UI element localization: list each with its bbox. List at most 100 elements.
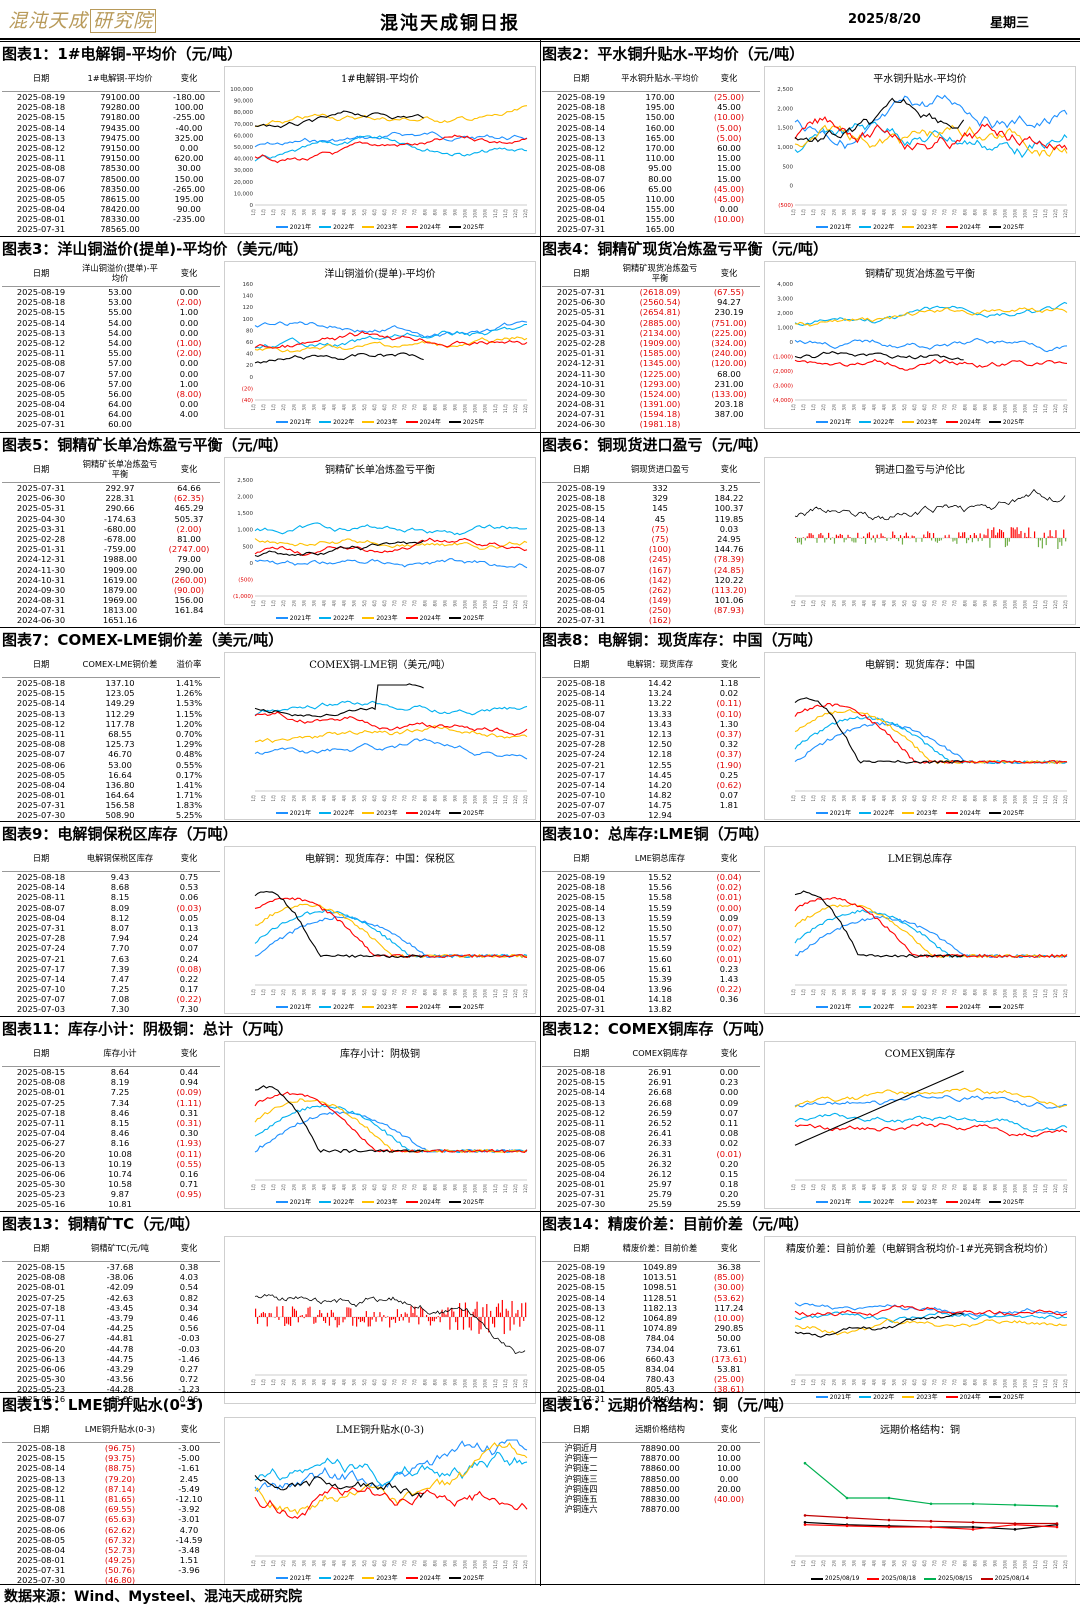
table-cell: 2025-07-31 bbox=[556, 287, 606, 297]
table-row: 2025-07-31 60.00 bbox=[2, 419, 220, 429]
series-line bbox=[794, 337, 1068, 353]
series-line bbox=[794, 94, 1068, 150]
legend-item: 2025年 bbox=[988, 222, 1024, 231]
x-tick-label: 10月 bbox=[483, 1560, 488, 1569]
table-cell: 2025-08-18 bbox=[556, 1272, 606, 1283]
series-line bbox=[254, 336, 528, 353]
bar bbox=[391, 1317, 393, 1320]
table-row: 2025-07-31 (162) bbox=[542, 615, 760, 625]
x-tick-label: 4月 bbox=[882, 795, 887, 802]
x-tick-label: 11月 bbox=[503, 1184, 508, 1193]
x-tick-label: 4月 bbox=[322, 600, 327, 607]
x-tick-label: 3月 bbox=[301, 600, 306, 607]
x-tick-label: 3月 bbox=[311, 1560, 316, 1567]
chart-panel-5: 图表5：铜精矿长单冶炼盈亏平衡（元/吨） 日期 铜精矿长单冶炼盈亏平衡 变化 2025-… bbox=[0, 433, 540, 628]
table-cell: 2025-07-24 bbox=[16, 943, 66, 954]
x-tick-label: 10月 bbox=[1023, 1560, 1028, 1569]
panel-title: 图表3：洋山铜溢价(提单)-平均价（美元/吨） bbox=[2, 240, 308, 258]
x-tick-label: 10月 bbox=[473, 209, 478, 218]
table-cell: 2025-07-14 bbox=[16, 973, 66, 984]
table-row: 2025-06-27 -44.81 -0.03 bbox=[2, 1333, 220, 1343]
legend-item: 2022年 bbox=[859, 1392, 894, 1401]
table-cell: 26.59 bbox=[648, 1107, 672, 1118]
x-tick-label: 1月 bbox=[801, 989, 806, 996]
bar bbox=[309, 1306, 311, 1317]
series-line bbox=[254, 909, 528, 959]
x-tick-label: 5月 bbox=[902, 1184, 907, 1191]
table-cell: (10.00) bbox=[713, 1312, 745, 1323]
x-tick-label: 9月 bbox=[982, 404, 987, 411]
bar bbox=[402, 1317, 404, 1321]
table-row: 2025-08-18 14.42 1.18 bbox=[542, 678, 760, 688]
x-tick-label: 6月 bbox=[372, 404, 377, 411]
table-row: 2025-05-16 10.81 bbox=[2, 1199, 220, 1209]
x-tick-label: 8月 bbox=[422, 1184, 427, 1191]
bar bbox=[410, 1306, 412, 1317]
bar bbox=[497, 1303, 500, 1317]
table-cell: 2025-07-31 bbox=[16, 224, 66, 235]
table-cell: 0.17 bbox=[179, 984, 199, 995]
table-cell: 100.00 bbox=[174, 102, 204, 113]
table-cell: 2025-01-31 bbox=[16, 544, 66, 555]
table-header: 日期 COMEX-LME铜价差 溢价率 bbox=[2, 650, 220, 678]
table-cell: (78.39) bbox=[713, 554, 745, 565]
table-row: 2025-08-14 (88.75) -1.61 bbox=[2, 1463, 220, 1473]
table-cell: 68.00 bbox=[717, 368, 741, 379]
bar bbox=[876, 534, 878, 538]
table-row: 2025-08-15 55.00 1.00 bbox=[2, 307, 220, 317]
table-cell: (245) bbox=[648, 554, 672, 565]
table-row: 2025-08-18 137.10 1.41% bbox=[2, 678, 220, 688]
bar bbox=[934, 538, 937, 542]
table-row: 2025-02-28 -678.00 81.00 bbox=[2, 534, 220, 544]
bar bbox=[967, 538, 970, 541]
panel-title: 图表5：铜精矿长单冶炼盈亏平衡（元/吨） bbox=[2, 436, 288, 454]
x-tick-label: 1月 bbox=[271, 1184, 276, 1191]
x-tick-label: 6月 bbox=[912, 989, 917, 996]
x-tick-label: 11月 bbox=[493, 1184, 498, 1193]
table-cell: 15.59 bbox=[648, 912, 672, 923]
series-point bbox=[887, 1518, 891, 1522]
x-tick-label: 10月 bbox=[473, 404, 478, 413]
table-row: 2025-08-05 (67.32) -14.59 bbox=[2, 1535, 220, 1545]
table-cell: 0.09 bbox=[719, 912, 739, 923]
chart-legend: 2021年 2022年 2023年 2024年 2025年 bbox=[225, 417, 535, 426]
bar bbox=[874, 538, 876, 543]
table-cell: 1988.00 bbox=[102, 554, 138, 565]
table-row: 2025-08-13 1182.13 117.24 bbox=[542, 1303, 760, 1313]
x-tick-label: 9月 bbox=[452, 1184, 457, 1191]
x-tick-label: 2月 bbox=[281, 795, 286, 802]
chart-legend: 2021年 2022年 2023年 2024年 2025年 bbox=[765, 417, 1075, 426]
bar bbox=[492, 1317, 494, 1324]
x-tick-label: 12月 bbox=[1053, 209, 1058, 218]
bar bbox=[394, 1317, 397, 1323]
bar bbox=[319, 1309, 321, 1317]
bar bbox=[899, 535, 902, 538]
bar bbox=[365, 1311, 367, 1317]
legend-item: 2023年 bbox=[362, 1197, 398, 1206]
chart-panel-10: 图表10：总库存:LME铜（万吨） 日期 LME铜总库存 变化 2025-08-19 15… bbox=[540, 822, 1080, 1017]
table-cell: (173.61) bbox=[711, 1353, 747, 1364]
table-cell: 2025-08-11 bbox=[556, 153, 606, 164]
x-tick-label: 3月 bbox=[301, 1184, 306, 1191]
x-tick-label: 11月 bbox=[1033, 600, 1038, 609]
series-line bbox=[794, 1304, 1068, 1317]
bar bbox=[1000, 530, 1003, 538]
table-cell: 2025-08-08 bbox=[16, 1077, 66, 1088]
x-tick-label: 10月 bbox=[483, 600, 488, 609]
table-cell: 2025-08-05 bbox=[556, 1158, 606, 1169]
x-tick-label: 10月 bbox=[1023, 795, 1028, 804]
legend-item: 2025年 bbox=[448, 808, 484, 817]
table-cell: 2025-07-31 bbox=[556, 1189, 606, 1200]
table-cell: 26.12 bbox=[648, 1168, 672, 1179]
x-tick-label: 11月 bbox=[493, 404, 498, 413]
column-header: 电解铜：现货库存 bbox=[626, 658, 694, 669]
table-header: 日期 LME铜总库存 变化 bbox=[542, 844, 760, 872]
legend-item: 2021年 bbox=[275, 417, 311, 426]
column-header: 变化 bbox=[720, 267, 738, 278]
x-tick-label: 7月 bbox=[932, 1184, 937, 1191]
table-cell: 2025-08-11 bbox=[556, 544, 606, 555]
x-tick-label: 4月 bbox=[872, 989, 877, 996]
x-tick-label: 11月 bbox=[503, 795, 508, 804]
bar bbox=[923, 534, 925, 538]
y-tick-label: 0 bbox=[250, 561, 254, 567]
